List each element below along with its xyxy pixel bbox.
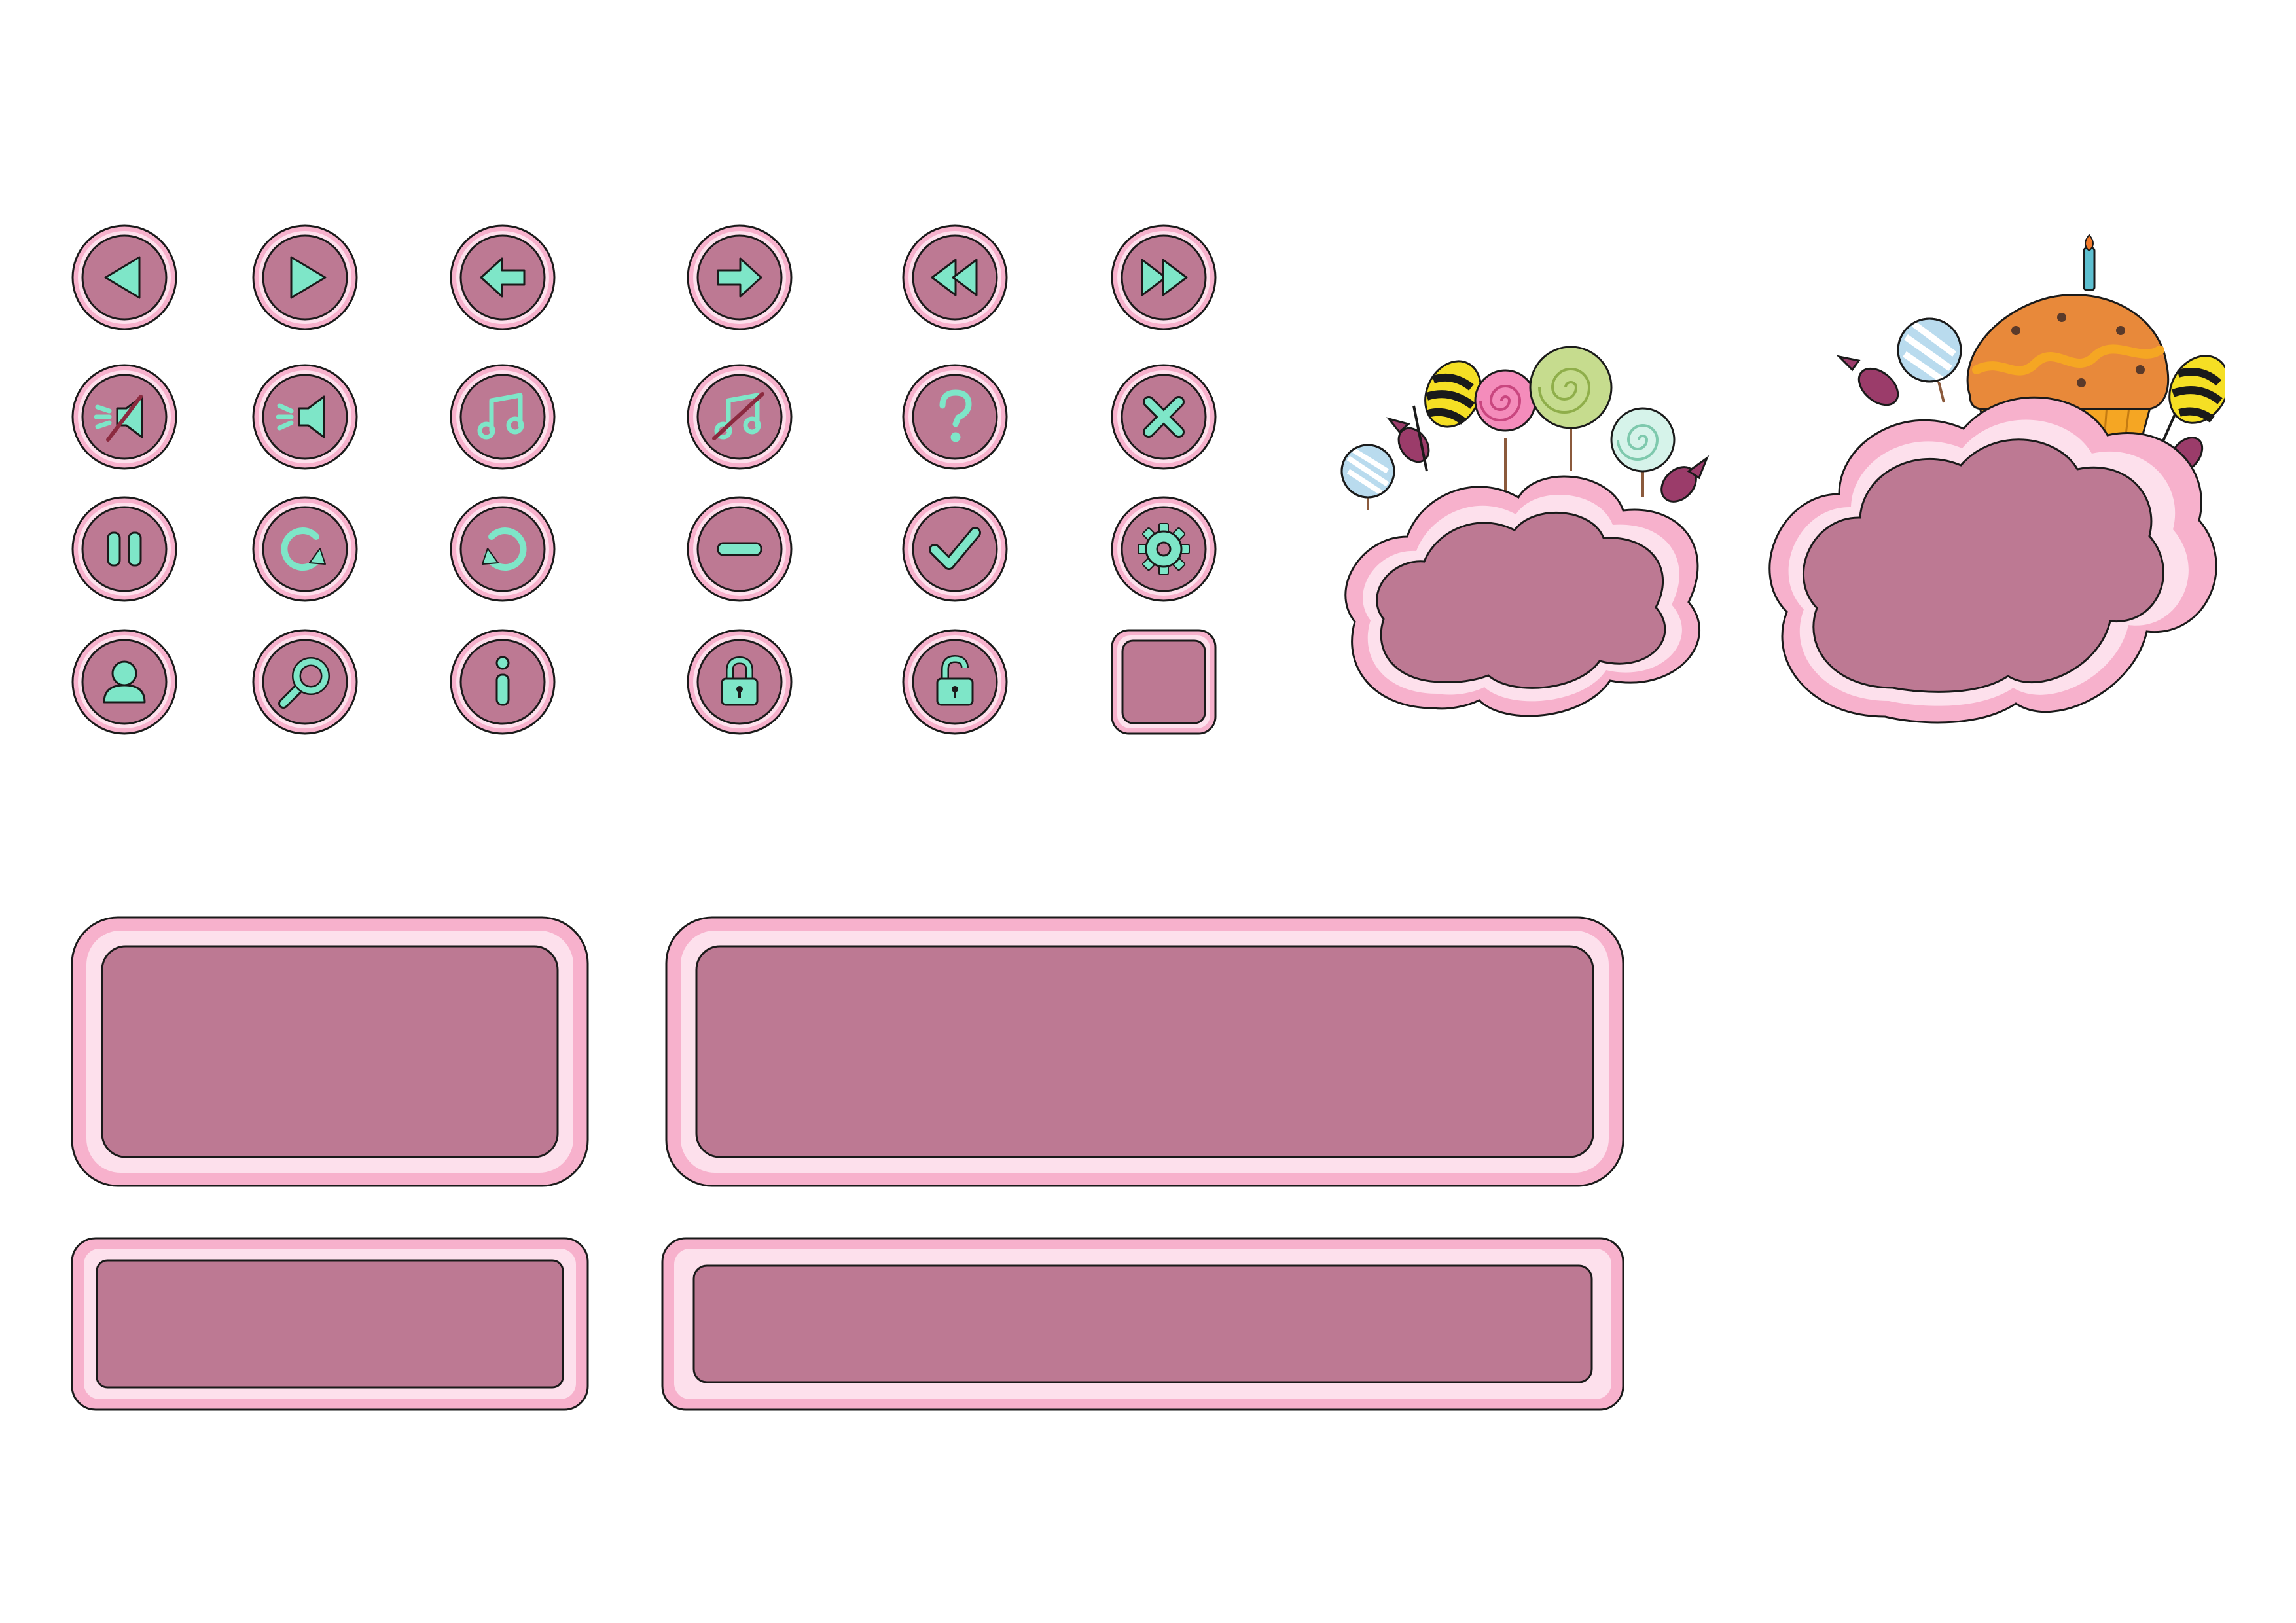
- padlock-open-icon: [936, 654, 974, 706]
- rewind-button[interactable]: [902, 224, 1008, 330]
- minus-button[interactable]: [687, 496, 793, 602]
- panel-bar-short: [71, 1237, 589, 1411]
- rotate-left-icon: [482, 527, 527, 571]
- music-note-icon: [477, 393, 524, 440]
- speaker-muted-icon: [94, 395, 143, 442]
- sound-off-button[interactable]: [71, 364, 177, 470]
- fast-forward-icon: [1141, 259, 1188, 296]
- sound-on-button[interactable]: [252, 364, 358, 470]
- undo-button[interactable]: [450, 496, 556, 602]
- locked-button[interactable]: [687, 629, 793, 735]
- settings-button[interactable]: [1111, 496, 1217, 602]
- bee-candy: [2159, 355, 2230, 449]
- search-button[interactable]: [252, 629, 358, 735]
- checkmark-icon: [929, 527, 981, 570]
- triangle-left-icon: [104, 256, 141, 299]
- cloud-frame: [1344, 475, 1701, 717]
- rewind-icon: [931, 259, 978, 296]
- panel-large-wide: [665, 916, 1624, 1187]
- striped-lollipop-candy: [1897, 317, 1962, 403]
- magnifier-icon: [278, 657, 330, 709]
- wrapped-candy-right: [1660, 455, 1710, 503]
- unlocked-button[interactable]: [902, 629, 1008, 735]
- info-button[interactable]: [450, 629, 556, 735]
- mint-lollipop: [1610, 407, 1676, 497]
- green-lollipop: [1529, 346, 1613, 471]
- panel-large-short: [71, 916, 589, 1187]
- confirm-button[interactable]: [902, 496, 1008, 602]
- bee-candy-small: [1412, 360, 1482, 472]
- music-on-button[interactable]: [450, 364, 556, 470]
- fast-forward-button[interactable]: [1111, 224, 1217, 330]
- music-note-muted-icon: [712, 392, 764, 440]
- panel-bar-wide: [661, 1237, 1624, 1411]
- wrapped-candy-left: [1386, 417, 1430, 463]
- rotate-right-icon: [281, 527, 326, 571]
- arrow-right-icon: [717, 257, 762, 298]
- help-button[interactable]: [902, 364, 1008, 470]
- striped-lollipop-candy: [1340, 444, 1395, 510]
- profile-button[interactable]: [71, 629, 177, 735]
- triangle-right-icon: [290, 256, 327, 299]
- cloud-panel-small: [1335, 340, 1728, 720]
- minus-icon: [717, 542, 762, 556]
- close-x-icon: [1143, 396, 1185, 438]
- flame-icon: [2085, 234, 2094, 252]
- user-icon: [103, 660, 146, 704]
- gear-icon: [1138, 523, 1190, 575]
- prev-button[interactable]: [71, 224, 177, 330]
- speaker-icon: [276, 395, 325, 438]
- cloud-frame: [1768, 396, 2217, 724]
- blank-square-button[interactable]: [1111, 629, 1217, 735]
- arrow-left-icon: [480, 257, 526, 298]
- cloud-panel-large: [1754, 232, 2230, 730]
- pause-button[interactable]: [71, 496, 177, 602]
- pause-icon: [107, 531, 142, 567]
- info-icon: [495, 656, 510, 706]
- wrapped-candy-left: [1836, 355, 1899, 406]
- back-button[interactable]: [450, 224, 556, 330]
- restart-button[interactable]: [252, 496, 358, 602]
- play-button[interactable]: [252, 224, 358, 330]
- close-button[interactable]: [1111, 364, 1217, 470]
- pink-lollipop: [1474, 369, 1537, 491]
- forward-button[interactable]: [687, 224, 793, 330]
- question-mark-icon: [939, 389, 972, 442]
- padlock-closed-icon: [721, 656, 759, 706]
- music-off-button[interactable]: [687, 364, 793, 470]
